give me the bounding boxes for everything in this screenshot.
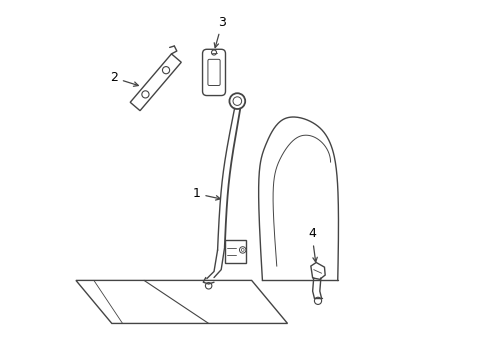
Polygon shape — [310, 262, 325, 279]
Text: 3: 3 — [214, 16, 226, 48]
Circle shape — [229, 93, 244, 109]
Text: 1: 1 — [192, 187, 220, 200]
FancyBboxPatch shape — [202, 49, 225, 95]
Circle shape — [233, 97, 241, 105]
Circle shape — [205, 283, 211, 289]
Polygon shape — [130, 54, 181, 111]
Circle shape — [211, 50, 216, 55]
Circle shape — [239, 247, 245, 253]
Circle shape — [241, 248, 244, 251]
Text: 4: 4 — [307, 228, 317, 262]
FancyBboxPatch shape — [207, 59, 220, 86]
FancyBboxPatch shape — [224, 240, 245, 264]
Polygon shape — [76, 280, 287, 323]
Circle shape — [142, 91, 149, 98]
Text: 2: 2 — [110, 71, 138, 86]
Circle shape — [162, 67, 169, 74]
Circle shape — [314, 297, 321, 305]
